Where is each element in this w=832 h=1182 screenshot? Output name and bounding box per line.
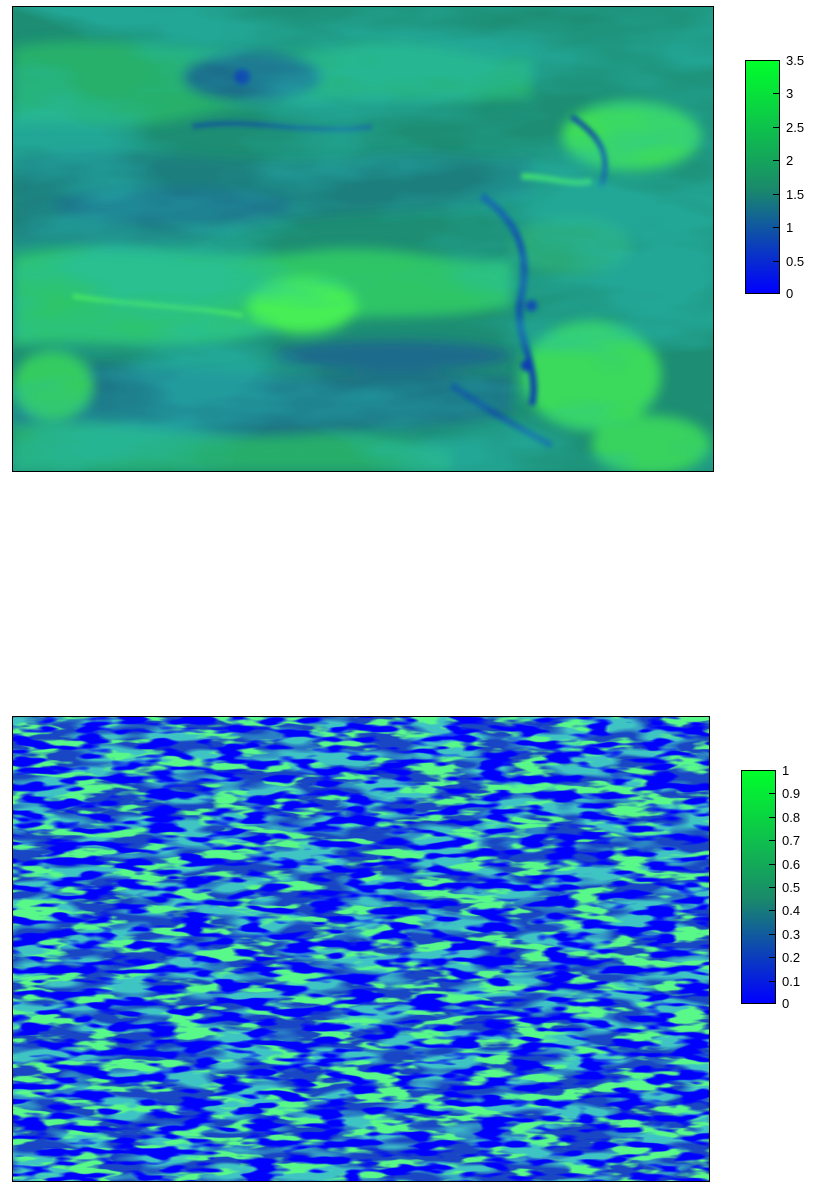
colorbar-tick-mark [769,840,776,842]
colorbar-tick-label: 0.8 [782,809,801,825]
colorbar-tick-label: 1 [782,763,790,778]
colorbar-tick-label: 0.9 [782,786,801,802]
heatmap-top [12,6,714,472]
colorbar-top-ticks: 0 0.5 1 1.5 2 2.5 3 3.5 [773,0,832,300]
heatmap-top-noise [13,7,713,471]
colorbar-tick-label: 1 [786,220,794,236]
colorbar-tick-label: 0 [782,996,790,1011]
colorbar-tick-label: 3 [786,86,794,102]
colorbar-tick-label: 0.5 [782,880,801,895]
chart-panel-top: 0 0.5 1 1.5 2 2.5 3 3.5 [0,0,832,480]
colorbar-tick-mark [769,1003,776,1004]
colorbar-tick-label: 0.5 [786,253,805,269]
heatmap-top-field [13,7,713,471]
colorbar-tick-label: 0.3 [782,926,801,942]
colorbar-tick-mark [769,793,776,795]
colorbar-tick-label: 1.5 [786,186,805,202]
colorbar-tick-label: 0.7 [782,833,801,849]
colorbar-tick-mark [773,193,780,195]
colorbar-bottom-ticks: 0 0.1 0.2 0.3 0.4 0.5 0.6 0.7 0.8 0.9 1 [769,710,832,1010]
colorbar-tick-label: 0.6 [782,856,801,872]
colorbar-tick-mark [773,227,780,229]
colorbar-tick-mark [769,770,776,771]
colorbar-tick-mark [769,910,776,912]
colorbar-tick-mark [773,126,780,128]
colorbar-tick-mark [769,933,776,935]
colorbar-tick-mark [773,60,780,61]
colorbar-tick-mark [769,887,776,888]
colorbar-tick-mark [773,293,780,294]
heatmap-bottom-dark [13,717,709,1181]
colorbar-tick-label: 0.2 [782,950,801,966]
colorbar-tick-mark [773,160,780,162]
heatmap-bottom [12,716,710,1182]
colorbar-tick-label: 0 [786,286,794,301]
heatmap-bottom-field [13,717,709,1181]
colorbar-tick-mark [769,980,776,982]
colorbar-tick-mark [773,260,780,262]
colorbar-tick-mark [769,863,776,865]
colorbar-top [745,60,780,294]
colorbar-tick-label: 2 [786,153,794,169]
colorbar-tick-label: 2.5 [786,119,805,135]
chart-panel-bottom: 0 0.1 0.2 0.3 0.4 0.5 0.6 0.7 0.8 0.9 1 [0,710,832,1182]
colorbar-tick-mark [769,957,776,959]
colorbar-tick-label: 0.1 [782,973,801,989]
colorbar-tick-mark [773,93,780,95]
colorbar-tick-mark [769,816,776,818]
colorbar-tick-label: 0.4 [782,903,801,919]
colorbar-tick-label: 3.5 [786,53,805,68]
